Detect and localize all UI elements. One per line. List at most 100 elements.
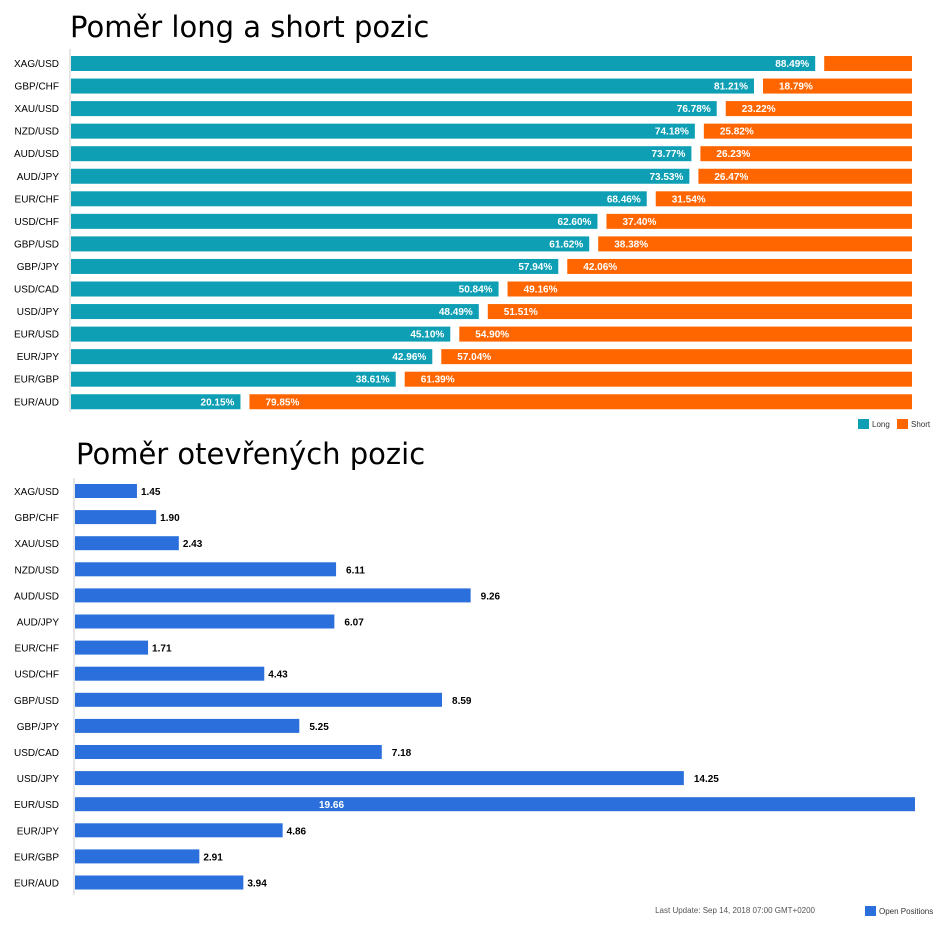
open-value-label-eur-usd: 19.66 [319,800,344,811]
open-category-label-eur-usd: EUR/USD [14,800,59,811]
category-label-usd-jpy: USD/JPY [17,307,60,318]
long-value-label-eur-usd: 45.10% [410,330,444,341]
short-value-label-gbp-chf: 18.79% [779,82,813,93]
long-value-label-xag-usd: 88.49% [775,59,809,70]
short-value-label-eur-aud: 79.85% [265,397,299,408]
short-bar-gbp-jpy [567,258,912,274]
long-value-label-eur-chf: 68.46% [607,194,641,205]
short-value-label-nzd-usd: 25.82% [720,127,754,138]
short-bar-eur-chf [655,191,912,207]
legend-label-open-positions: Open Positions [879,907,933,916]
short-bar-xau-usd [725,101,912,117]
open-positions-bar-eur-gbp [75,849,200,864]
short-value-label-usd-jpy: 51.51% [504,307,538,318]
open-category-label-eur-gbp: EUR/GBP [14,852,59,863]
long-value-label-nzd-usd: 74.18% [655,127,689,138]
open-category-label-xag-usd: XAG/USD [14,487,59,498]
open-category-label-nzd-usd: NZD/USD [15,565,59,576]
open-positions-bar-aud-usd [75,588,471,603]
open-value-label-eur-chf: 1.71 [152,644,172,655]
open-value-label-aud-jpy: 6.07 [344,618,364,629]
open-value-label-eur-aud: 3.94 [247,879,267,890]
open-value-label-usd-jpy: 14.25 [694,774,719,785]
short-bar-gbp-usd [598,236,912,252]
open-positions-bar-usd-chf [75,666,265,681]
category-label-eur-jpy: EUR/JPY [17,352,60,363]
open-positions-legend: Open Positions [865,906,933,916]
open-value-label-usd-cad: 7.18 [392,748,412,759]
open-positions-chart-title: Poměr otevřených pozic [76,437,426,471]
open-category-label-aud-jpy: AUD/JPY [17,618,60,629]
short-value-label-xau-usd: 23.22% [742,104,776,115]
category-label-eur-chf: EUR/CHF [15,194,59,205]
long-bar-gbp-usd [71,236,590,252]
long-value-label-eur-aud: 20.15% [201,397,235,408]
open-value-label-eur-jpy: 4.86 [287,826,307,837]
open-positions-bar-xau-usd [75,536,179,551]
open-value-label-usd-chf: 4.43 [268,670,288,681]
short-bar-usd-cad [507,281,912,297]
long-value-label-eur-jpy: 42.96% [392,352,426,363]
long-bar-gbp-jpy [71,258,559,274]
category-label-gbp-chf: GBP/CHF [15,82,59,93]
category-label-eur-aud: EUR/AUD [14,397,59,408]
short-value-label-usd-chf: 37.40% [622,217,656,228]
long-short-chart-title: Poměr long a short pozic [70,10,430,44]
open-value-label-aud-usd: 9.26 [481,591,501,602]
short-bar-nzd-usd [703,123,912,139]
category-label-eur-usd: EUR/USD [14,330,59,341]
category-label-aud-jpy: AUD/JPY [17,172,60,183]
open-positions-bar-nzd-usd [75,562,337,577]
short-bar-eur-usd [459,326,912,342]
open-category-label-aud-usd: AUD/USD [14,591,59,602]
long-bar-aud-usd [71,146,692,162]
open-value-label-xag-usd: 1.45 [141,487,161,498]
short-bar-eur-aud [249,394,913,410]
open-value-label-eur-gbp: 2.91 [203,852,223,863]
short-value-label-eur-usd: 54.90% [475,330,509,341]
open-category-label-gbp-chf: GBP/CHF [15,513,59,524]
open-positions-bar-usd-cad [75,745,382,759]
short-bar-gbp-chf [762,78,912,94]
open-positions-bar-usd-jpy [75,771,684,786]
open-positions-bar-eur-aud [75,875,244,890]
short-value-label-gbp-usd: 38.38% [614,239,648,250]
long-value-label-gbp-chf: 81.21% [714,82,748,93]
long-bar-eur-gbp [71,371,396,387]
long-bar-usd-jpy [71,304,479,320]
legend-swatch-long [858,419,869,429]
long-value-label-aud-usd: 73.77% [651,149,685,160]
legend-swatch-short [897,419,908,429]
short-value-label-gbp-jpy: 42.06% [583,262,617,273]
long-bar-aud-jpy [71,168,690,184]
short-bar-xag-usd [824,56,912,71]
short-value-label-eur-gbp: 61.39% [421,375,455,386]
long-short-bars: XAG/USD 88.49% GBP/CHF 81.21% 18.79% XAU/USD 7… [14,56,913,410]
open-positions-bar-aud-jpy [75,614,335,629]
open-positions-bar-gbp-jpy [75,718,300,733]
legend-label-long: Long [872,420,890,429]
long-value-label-xau-usd: 76.78% [677,104,711,115]
long-bar-nzd-usd [71,123,695,139]
long-bar-eur-chf [71,191,647,207]
long-value-label-eur-gbp: 38.61% [356,375,390,386]
open-value-label-gbp-usd: 8.59 [452,696,472,707]
open-category-label-usd-cad: USD/CAD [14,748,59,759]
long-value-label-usd-jpy: 48.49% [439,307,473,318]
category-label-nzd-usd: NZD/USD [15,127,59,138]
long-bar-usd-cad [71,281,499,297]
long-value-label-usd-chf: 62.60% [558,217,592,228]
open-value-label-xau-usd: 2.43 [183,539,203,550]
open-category-label-eur-jpy: EUR/JPY [17,826,60,837]
short-bar-aud-jpy [698,168,912,184]
open-positions-bar-eur-chf [75,640,149,655]
long-value-label-aud-jpy: 73.53% [649,172,683,183]
category-label-gbp-jpy: GBP/JPY [17,262,60,273]
long-value-label-usd-cad: 50.84% [459,285,493,296]
category-label-aud-usd: AUD/USD [14,149,59,160]
category-label-usd-chf: USD/CHF [15,217,59,228]
open-category-label-eur-chf: EUR/CHF [15,644,59,655]
open-category-label-gbp-jpy: GBP/JPY [17,722,60,733]
long-value-label-gbp-usd: 61.62% [549,239,583,250]
short-bar-eur-jpy [441,349,912,365]
